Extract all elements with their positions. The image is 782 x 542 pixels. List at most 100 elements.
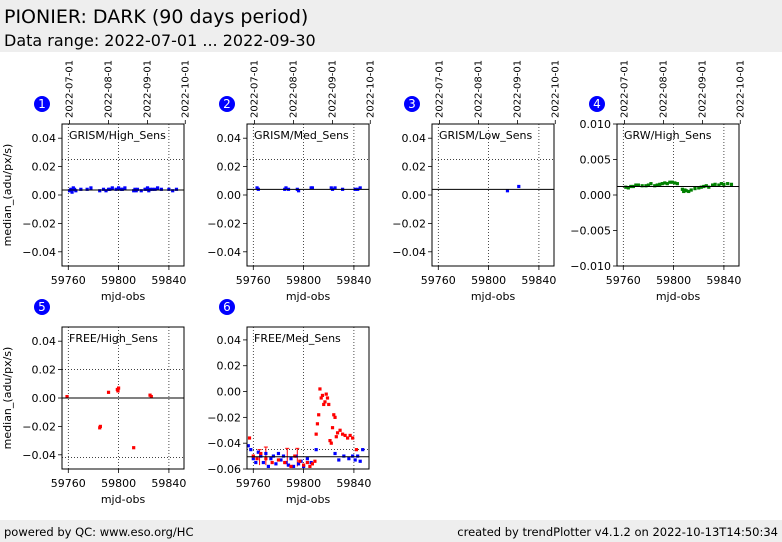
data-point — [699, 185, 703, 189]
y-tick-label: −0.04 — [22, 246, 56, 259]
data-point — [687, 189, 691, 194]
top-date-label: 2022-07-01 — [250, 60, 261, 118]
x-tick-label: 59800 — [286, 274, 321, 287]
top-date-label: 2022-10-01 — [550, 60, 561, 118]
data-point — [279, 458, 283, 462]
y-tick-label: 0.00 — [217, 189, 242, 202]
y-tick-label: 0.00 — [217, 386, 242, 399]
data-point — [343, 433, 347, 438]
data-point — [116, 186, 121, 190]
y-axis-title: median_(adu/px/s) — [1, 144, 14, 247]
panel-label: FREE/High_Sens — [69, 332, 158, 345]
y-tick-label: 0.00 — [402, 189, 427, 202]
data-point — [101, 187, 106, 191]
x-axis-title: mjd-obs — [101, 290, 146, 303]
data-point — [281, 454, 286, 458]
data-point — [264, 457, 268, 461]
top-date-label: 2022-09-01 — [513, 60, 524, 118]
data-point — [310, 462, 315, 466]
data-point — [249, 448, 253, 452]
data-point — [670, 180, 674, 184]
data-point — [79, 187, 83, 191]
plot-frame — [431, 123, 555, 267]
data-point — [697, 186, 701, 190]
data-point — [717, 183, 721, 187]
top-date-label: 2022-07-01 — [620, 60, 631, 118]
data-point — [313, 459, 317, 463]
top-date-label: 2022-08-01 — [289, 60, 300, 118]
data-point — [327, 402, 331, 407]
data-point — [693, 187, 697, 191]
y-tick-label: 0.010 — [580, 118, 612, 131]
panel-label: FREE/Med_Sens — [254, 332, 341, 345]
data-point — [108, 187, 112, 191]
data-point — [305, 457, 309, 461]
data-point — [74, 189, 78, 193]
data-point — [153, 187, 157, 191]
data-point — [139, 189, 143, 193]
data-point — [150, 187, 155, 191]
panel-number: 6 — [223, 300, 231, 314]
top-date-label: 2022-08-01 — [474, 60, 485, 118]
data-point — [286, 463, 291, 467]
data-point — [120, 187, 124, 191]
panel-number-badge — [219, 96, 235, 112]
data-point — [722, 182, 726, 186]
data-point — [106, 390, 111, 394]
y-tick-label: 0.02 — [32, 161, 57, 174]
x-tick-label: 59840 — [151, 274, 186, 287]
y-tick-label: 0.04 — [217, 334, 242, 347]
panel-4: 4 2022-07-01 2022-08-01 2022-09-01 2022-10-0… — [570, 60, 746, 303]
data-point — [665, 182, 669, 186]
data-point — [320, 393, 325, 398]
data-point — [680, 187, 685, 191]
y-tick-label: −0.010 — [570, 260, 611, 273]
data-point — [710, 183, 715, 187]
y-tick-label: −0.02 — [207, 217, 241, 230]
page-title: PIONIER: DARK (90 days period) — [4, 6, 309, 28]
x-tick-label: 59760 — [236, 477, 271, 490]
data-point — [317, 413, 321, 417]
panel-number: 5 — [38, 300, 46, 314]
data-point — [624, 185, 628, 189]
data-point — [116, 386, 121, 390]
panel-number-badge — [34, 299, 50, 315]
top-date-label: 2022-07-01 — [65, 60, 76, 118]
panel-1: 1 2022-07-01 2022-08-01 2022-09-01 2022-10-0… — [1, 60, 191, 303]
data-point — [65, 394, 69, 399]
y-tick-label: 0.000 — [580, 189, 612, 202]
y-tick-label: 0.02 — [32, 364, 57, 377]
data-point — [296, 462, 301, 466]
data-point — [704, 184, 708, 188]
data-point — [270, 460, 274, 465]
data-point — [319, 396, 323, 400]
data-point — [266, 464, 270, 469]
report-footer: powered by QC: www.eso.org/HC created by… — [0, 520, 782, 542]
data-point — [649, 182, 653, 186]
data-point — [155, 186, 160, 190]
data-point — [167, 187, 171, 191]
data-point — [116, 389, 120, 393]
y-tick-label: 0.00 — [32, 392, 57, 405]
x-tick-label: 59800 — [656, 274, 691, 287]
top-date-label: 2022-10-01 — [365, 60, 376, 118]
data-point — [246, 444, 250, 448]
data-point — [293, 454, 297, 458]
x-tick-label: 59760 — [51, 477, 86, 490]
footer-generator: created by trendPlotter v4.1.2 on 2022-1… — [457, 525, 778, 539]
data-point — [254, 460, 258, 465]
data-point — [348, 433, 352, 438]
plot-frame — [61, 123, 185, 267]
data-point — [675, 182, 679, 186]
y-tick-label: −0.005 — [570, 225, 611, 238]
data-point — [626, 186, 630, 190]
data-point — [640, 184, 644, 188]
data-point — [148, 187, 152, 191]
y-tick-label: 0.04 — [402, 132, 427, 145]
data-point — [301, 463, 306, 467]
panel-label: GRISM/High_Sens — [69, 129, 166, 142]
data-point — [276, 458, 281, 462]
data-point — [135, 187, 140, 191]
data-point — [104, 189, 108, 193]
data-point — [346, 436, 350, 440]
